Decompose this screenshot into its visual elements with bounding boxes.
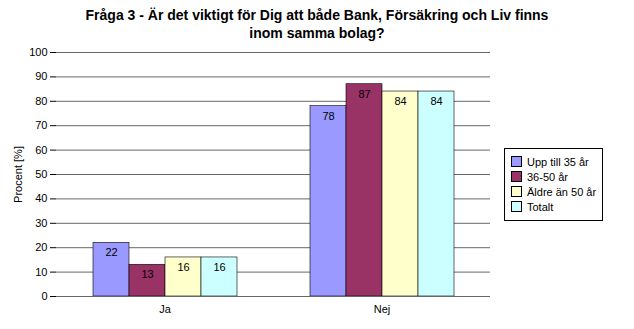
- svg-text:Ja: Ja: [159, 303, 172, 315]
- html-text:Fråga 3 - Är det viktigt för D: Fråga 3 - Är det viktigt för Dig att båd…: [85, 7, 549, 41]
- svg-text:80: 80: [35, 95, 47, 107]
- svg-text:60: 60: [35, 144, 47, 156]
- svg-text:40: 40: [35, 192, 47, 204]
- svg-text:16: 16: [213, 261, 225, 273]
- html-text:Totalt: Totalt: [527, 200, 554, 213]
- html-text:Upp till 35 år: Upp till 35 år: [527, 155, 589, 168]
- svg-text:16: 16: [177, 261, 189, 273]
- svg-text:70: 70: [35, 119, 47, 131]
- svg-text:78: 78: [322, 110, 334, 122]
- svg-text:Procent [%]: Procent [%]: [12, 146, 24, 203]
- svg-text:10: 10: [35, 266, 47, 278]
- svg-text:0: 0: [41, 290, 47, 302]
- svg-text:22: 22: [105, 246, 117, 258]
- html-text:36-50 år: 36-50 år: [527, 170, 568, 183]
- svg-text:100: 100: [29, 46, 47, 58]
- svg-text:Nej: Nej: [374, 303, 391, 315]
- html-text:Äldre än 50 år: Äldre än 50 år: [527, 185, 597, 198]
- svg-text:90: 90: [35, 70, 47, 82]
- svg-text:13: 13: [141, 268, 153, 280]
- svg-text:30: 30: [35, 217, 47, 229]
- svg-text:84: 84: [394, 95, 406, 107]
- svg-text:20: 20: [35, 241, 47, 253]
- svg-text:50: 50: [35, 168, 47, 180]
- svg-text:84: 84: [430, 95, 442, 107]
- svg-text:87: 87: [358, 88, 370, 100]
